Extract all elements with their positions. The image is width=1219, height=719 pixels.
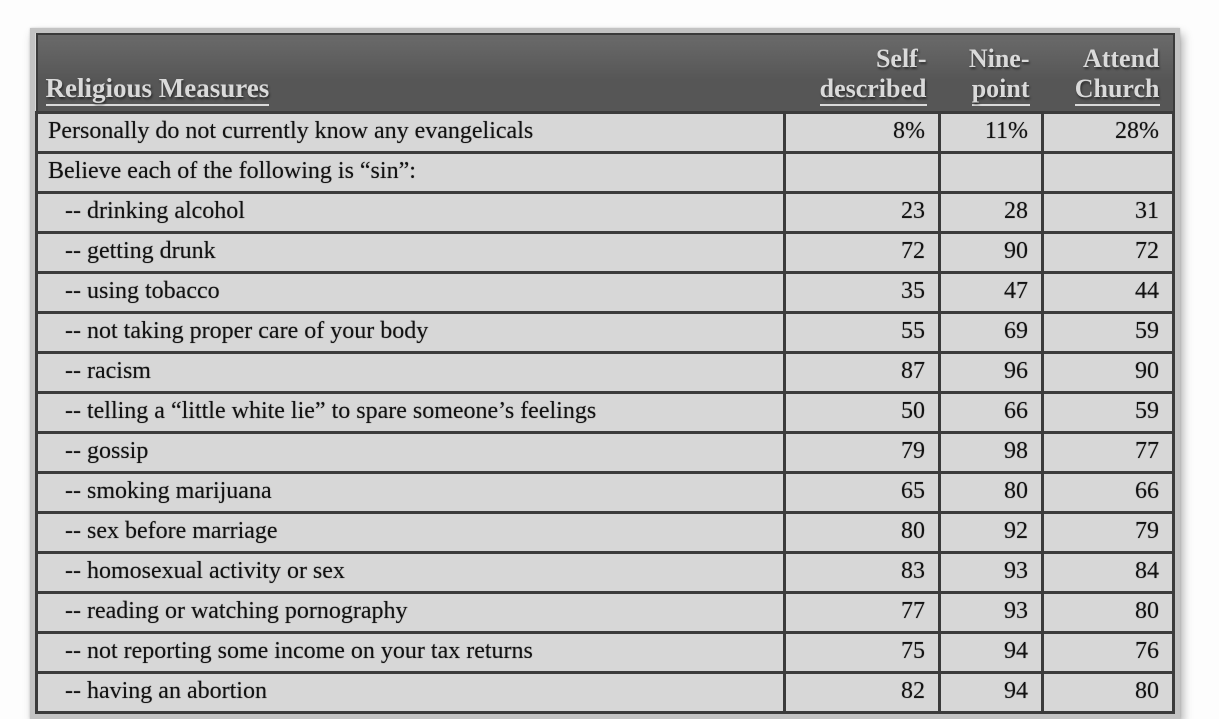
header-nine-point-underline: point: [971, 74, 1030, 107]
table-row: -- homosexual activity or sex 83 93 84: [35, 551, 1175, 595]
header-self-described: Self- described: [784, 34, 940, 113]
row-value: 28%: [1041, 111, 1175, 155]
header-religious-measures: Religious Measures: [36, 34, 785, 113]
row-label: -- not taking proper care of your body: [35, 311, 786, 355]
table-row: -- telling a “little white lie” to spare…: [35, 391, 1175, 435]
row-value: 28: [938, 191, 1044, 235]
row-value: 66: [938, 391, 1044, 435]
row-label: -- using tobacco: [35, 271, 786, 315]
header-attend-church-line1: Attend: [1082, 44, 1160, 73]
header-attend-church-underline: Church: [1074, 74, 1160, 107]
row-value: 66: [1041, 471, 1175, 515]
row-value: 59: [1041, 311, 1175, 355]
row-label: -- gossip: [35, 431, 786, 475]
header-religious-measures-label: Religious Measures: [45, 73, 270, 106]
row-value: 47: [938, 271, 1044, 315]
table-body: Personally do not currently know any eva…: [35, 111, 1175, 715]
row-label: Believe each of the following is “sin”:: [35, 151, 786, 195]
table-row: -- not taking proper care of your body 55…: [35, 311, 1175, 355]
row-value: 23: [783, 191, 941, 235]
table-row: -- drinking alcohol 23 28 31: [35, 191, 1175, 235]
row-value: [783, 151, 941, 195]
row-value: 77: [783, 591, 941, 635]
row-value: [1041, 151, 1175, 195]
header-nine-point-line2: point: [948, 74, 1030, 107]
row-value: 31: [1041, 191, 1175, 235]
header-attend-church-line2: Church: [1051, 74, 1160, 107]
header-self-described-line1: Self-: [875, 44, 927, 73]
table-row: -- not reporting some income on your tax…: [35, 631, 1175, 675]
row-label: -- smoking marijuana: [35, 471, 786, 515]
row-value: 80: [1041, 591, 1175, 635]
row-label: -- homosexual activity or sex: [35, 551, 786, 595]
table-row: -- sex before marriage 80 92 79: [35, 511, 1175, 555]
header-self-described-line2: described: [793, 74, 927, 107]
row-value: [938, 151, 1044, 195]
row-label: -- getting drunk: [35, 231, 786, 275]
header-attend-church: Attend Church: [1042, 34, 1174, 113]
row-value: 79: [783, 431, 941, 475]
table-row: -- reading or watching pornography 77 93 80: [35, 591, 1175, 635]
table-frame: Religious Measures Self- described Nine-…: [30, 28, 1180, 719]
table-row: Personally do not currently know any eva…: [35, 111, 1175, 155]
header-self-described-underline: described: [819, 74, 927, 107]
row-value: 72: [783, 231, 941, 275]
table-row: -- getting drunk 72 90 72: [35, 231, 1175, 275]
row-value: 11%: [938, 111, 1044, 155]
row-label: -- sex before marriage: [35, 511, 786, 555]
row-value: 76: [1041, 631, 1175, 675]
table-row: -- gossip 79 98 77: [35, 431, 1175, 475]
row-value: 93: [938, 551, 1044, 595]
row-value: 94: [938, 631, 1044, 675]
row-value: 8%: [783, 111, 941, 155]
row-label: Personally do not currently know any eva…: [35, 111, 786, 155]
row-value: 87: [783, 351, 941, 395]
header-row: Religious Measures Self- described Nine-…: [36, 34, 1174, 113]
table-row: -- racism 87 96 90: [35, 351, 1175, 395]
row-label: -- racism: [35, 351, 786, 395]
table-row: -- smoking marijuana 65 80 66: [35, 471, 1175, 515]
row-value: 35: [783, 271, 941, 315]
row-value: 90: [1041, 351, 1175, 395]
header-nine-point-line1: Nine-: [968, 44, 1030, 73]
row-value: 55: [783, 311, 941, 355]
row-value: 72: [1041, 231, 1175, 275]
row-label: -- reading or watching pornography: [35, 591, 786, 635]
row-label: -- telling a “little white lie” to spare…: [35, 391, 786, 435]
row-value: 44: [1041, 271, 1175, 315]
row-value: 79: [1041, 511, 1175, 555]
row-value: 92: [938, 511, 1044, 555]
row-value: 75: [783, 631, 941, 675]
row-value: 96: [938, 351, 1044, 395]
table-row: Believe each of the following is “sin”:: [35, 151, 1175, 195]
row-label: -- not reporting some income on your tax…: [35, 631, 786, 675]
row-value: 65: [783, 471, 941, 515]
row-value: 83: [783, 551, 941, 595]
row-value: 50: [783, 391, 941, 435]
row-value: 90: [938, 231, 1044, 275]
row-value: 84: [1041, 551, 1175, 595]
table-row: -- using tobacco 35 47 44: [35, 271, 1175, 315]
row-value: 80: [938, 471, 1044, 515]
row-value: 77: [1041, 431, 1175, 475]
row-value: 59: [1041, 391, 1175, 435]
row-value: 98: [938, 431, 1044, 475]
header-nine-point: Nine- point: [939, 34, 1043, 113]
row-value: 80: [783, 511, 941, 555]
row-value: 93: [938, 591, 1044, 635]
row-value: 69: [938, 311, 1044, 355]
row-label: -- drinking alcohol: [35, 191, 786, 235]
religious-measures-table: Religious Measures Self- described Nine-…: [35, 33, 1175, 715]
